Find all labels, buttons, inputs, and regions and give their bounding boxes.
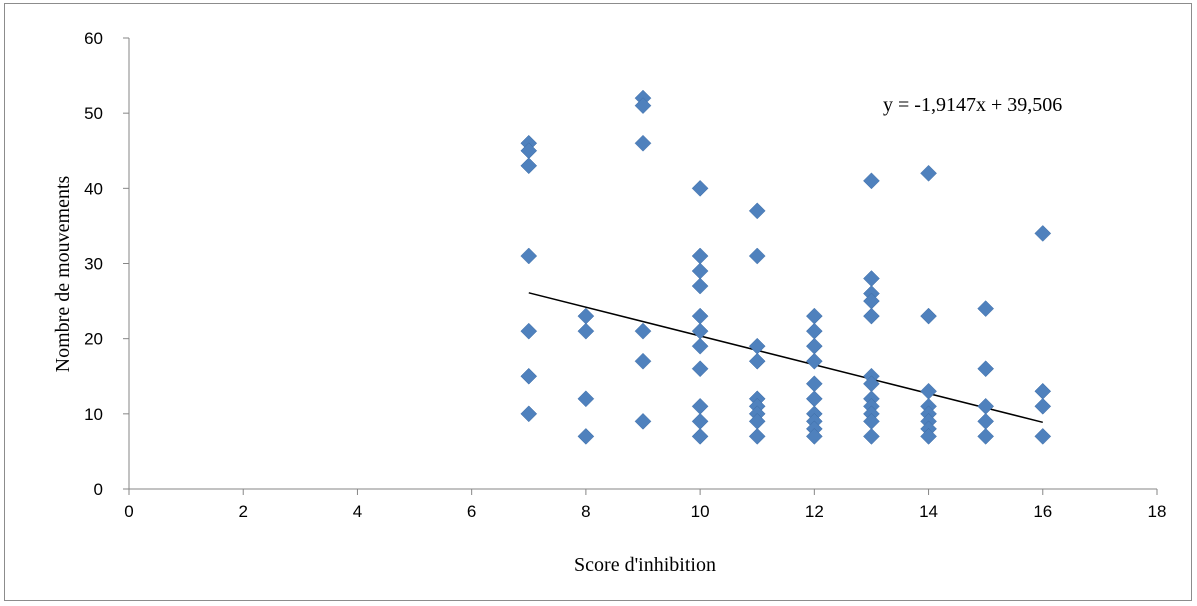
- x-tick-label: 16: [1033, 502, 1052, 521]
- data-point: [691, 360, 709, 378]
- data-point: [977, 428, 995, 445]
- data-point: [805, 322, 823, 340]
- data-point: [863, 172, 880, 190]
- data-point: [805, 375, 823, 393]
- data-point: [748, 352, 766, 370]
- y-axis-ticks: 0 10 20 30 40 50 60: [84, 29, 129, 499]
- x-tick-label: 0: [124, 502, 133, 521]
- trendline-equation: y = -1,9147x + 39,506: [883, 94, 1062, 116]
- data-point: [863, 270, 880, 287]
- data-point: [577, 322, 595, 340]
- data-point: [805, 428, 823, 445]
- data-point: [1034, 382, 1052, 400]
- data-point: [977, 300, 995, 317]
- data-point: [805, 307, 823, 325]
- x-tick-label: 18: [1148, 502, 1167, 521]
- data-point: [577, 307, 595, 325]
- data-point: [634, 322, 652, 340]
- y-axis-title: Nombre de mouvements: [52, 175, 74, 372]
- data-point: [1034, 428, 1052, 445]
- data-point: [748, 202, 766, 220]
- data-point: [577, 428, 595, 445]
- data-point: [805, 352, 823, 370]
- data-point: [577, 390, 595, 408]
- x-tick-label: 4: [353, 502, 362, 521]
- y-tick-label: 10: [84, 405, 103, 424]
- x-tick-label: 2: [238, 502, 247, 521]
- chart-frame: 0 2 4 6 8 10 12 14 16 18 0 10 20 30 40 50 60 y = -1,914…: [4, 3, 1192, 601]
- data-point: [520, 405, 538, 423]
- data-point: [805, 337, 823, 355]
- trendline: [528, 292, 1043, 424]
- data-point: [691, 179, 709, 197]
- scatter-plot: 0 2 4 6 8 10 12 14 16 18 0 10 20 30 40 50 60 y = -1,914…: [52, 29, 1166, 576]
- y-tick-label: 60: [84, 29, 103, 48]
- y-tick-label: 50: [84, 104, 103, 123]
- data-point: [920, 382, 937, 400]
- x-tick-label: 10: [691, 502, 710, 521]
- data-point: [691, 247, 709, 265]
- x-tick-label: 12: [805, 502, 824, 521]
- y-tick-label: 30: [84, 255, 103, 274]
- data-point: [634, 97, 652, 115]
- data-point: [920, 428, 937, 445]
- data-point: [634, 134, 652, 152]
- data-point: [748, 428, 766, 445]
- data-point: [634, 352, 652, 370]
- data-point: [748, 247, 766, 265]
- data-point: [977, 397, 995, 415]
- data-point: [977, 360, 995, 378]
- trendline-group: [528, 292, 1043, 424]
- x-tick-label: 14: [919, 502, 938, 521]
- data-point: [520, 157, 538, 175]
- data-point: [691, 307, 709, 325]
- data-point: [691, 277, 709, 295]
- data-point: [863, 428, 880, 445]
- data-point: [520, 322, 538, 340]
- x-axis-ticks: 0 2 4 6 8 10 12 14 16 18: [124, 489, 1166, 521]
- data-point: [1034, 397, 1052, 415]
- data-point: [805, 390, 823, 408]
- data-point: [520, 367, 538, 385]
- data-point: [691, 412, 709, 430]
- data-point: [863, 307, 880, 325]
- y-tick-label: 0: [94, 480, 103, 499]
- data-point: [691, 428, 709, 445]
- x-tick-label: 8: [581, 502, 590, 521]
- x-axis-title: Score d'inhibition: [574, 554, 716, 576]
- data-point: [977, 412, 995, 430]
- data-point: [520, 247, 538, 265]
- data-point: [691, 337, 709, 355]
- data-point: [634, 412, 652, 430]
- data-points: [520, 89, 1052, 445]
- data-point: [691, 397, 709, 415]
- data-point: [920, 164, 937, 182]
- data-point: [1034, 225, 1052, 242]
- x-tick-label: 6: [467, 502, 476, 521]
- y-tick-label: 40: [84, 179, 103, 198]
- data-point: [920, 307, 937, 325]
- data-point: [691, 262, 709, 280]
- y-tick-label: 20: [84, 330, 103, 349]
